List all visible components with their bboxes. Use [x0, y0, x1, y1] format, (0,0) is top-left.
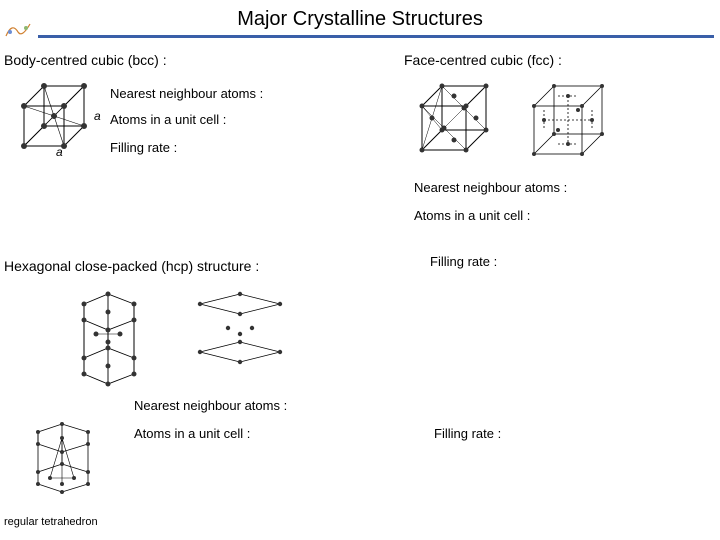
- svg-text:a: a: [94, 109, 101, 123]
- svg-text:a: a: [56, 145, 63, 158]
- title-divider: [38, 35, 714, 38]
- page-title: Major Crystalline Structures: [0, 0, 720, 35]
- fcc-heading: Face-centred cubic (fcc) :: [404, 52, 562, 68]
- bcc-fill: Filling rate :: [110, 140, 177, 155]
- hcp-tetra-diagram: [20, 414, 120, 510]
- fcc-exploded-diagram: [524, 76, 624, 160]
- fcc-fill: Filling rate :: [430, 254, 497, 269]
- bcc-atoms: Atoms in a unit cell :: [110, 112, 226, 127]
- fcc-diagram: [414, 76, 504, 160]
- logo-icon: [4, 18, 34, 40]
- bcc-heading: Body-centred cubic (bcc) :: [4, 52, 167, 68]
- tetra-label: regular tetrahedron: [4, 516, 98, 528]
- hcp-nn: Nearest neighbour atoms :: [134, 398, 287, 413]
- bcc-nn: Nearest neighbour atoms :: [110, 86, 263, 101]
- bcc-diagram: a a: [16, 78, 102, 158]
- hcp-atoms: Atoms in a unit cell :: [134, 426, 250, 441]
- hcp-fill: Filling rate :: [434, 426, 501, 441]
- hcp-diagram: [64, 284, 164, 390]
- hcp-heading: Hexagonal close-packed (hcp) structure :: [4, 258, 259, 274]
- fcc-atoms: Atoms in a unit cell :: [414, 208, 530, 223]
- fcc-nn: Nearest neighbour atoms :: [414, 180, 567, 195]
- hcp-layers-diagram: [190, 284, 300, 374]
